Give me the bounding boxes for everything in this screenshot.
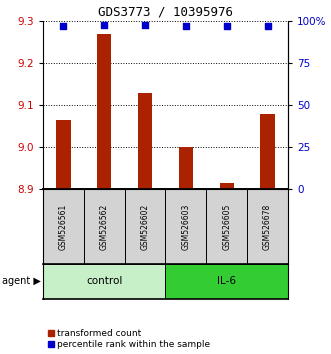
Bar	[97, 34, 112, 189]
Bar	[125, 189, 166, 264]
Bar	[138, 93, 152, 189]
Point	[142, 22, 148, 28]
Text: GSM526603: GSM526603	[181, 203, 190, 250]
Text: GSM526605: GSM526605	[222, 203, 231, 250]
Point	[265, 23, 270, 29]
Bar	[43, 264, 166, 299]
Bar	[206, 189, 247, 264]
Point	[183, 23, 189, 29]
Text: GSM526678: GSM526678	[263, 204, 272, 250]
Legend: transformed count, percentile rank within the sample: transformed count, percentile rank withi…	[48, 329, 211, 349]
Bar	[179, 147, 193, 189]
Text: IL-6: IL-6	[217, 276, 236, 286]
Text: GSM526602: GSM526602	[141, 204, 150, 250]
Bar	[43, 189, 84, 264]
Text: GSM526561: GSM526561	[59, 204, 68, 250]
Point	[224, 23, 229, 29]
Text: agent ▶: agent ▶	[2, 276, 41, 286]
Text: control: control	[86, 276, 122, 286]
Bar	[56, 120, 71, 189]
Bar	[84, 189, 125, 264]
Point	[61, 23, 66, 29]
Title: GDS3773 / 10395976: GDS3773 / 10395976	[98, 6, 233, 19]
Point	[102, 22, 107, 28]
Bar	[260, 114, 275, 189]
Bar	[247, 189, 288, 264]
Bar	[219, 183, 234, 189]
Bar	[166, 264, 288, 299]
Text: GSM526562: GSM526562	[100, 204, 109, 250]
Bar	[166, 189, 206, 264]
